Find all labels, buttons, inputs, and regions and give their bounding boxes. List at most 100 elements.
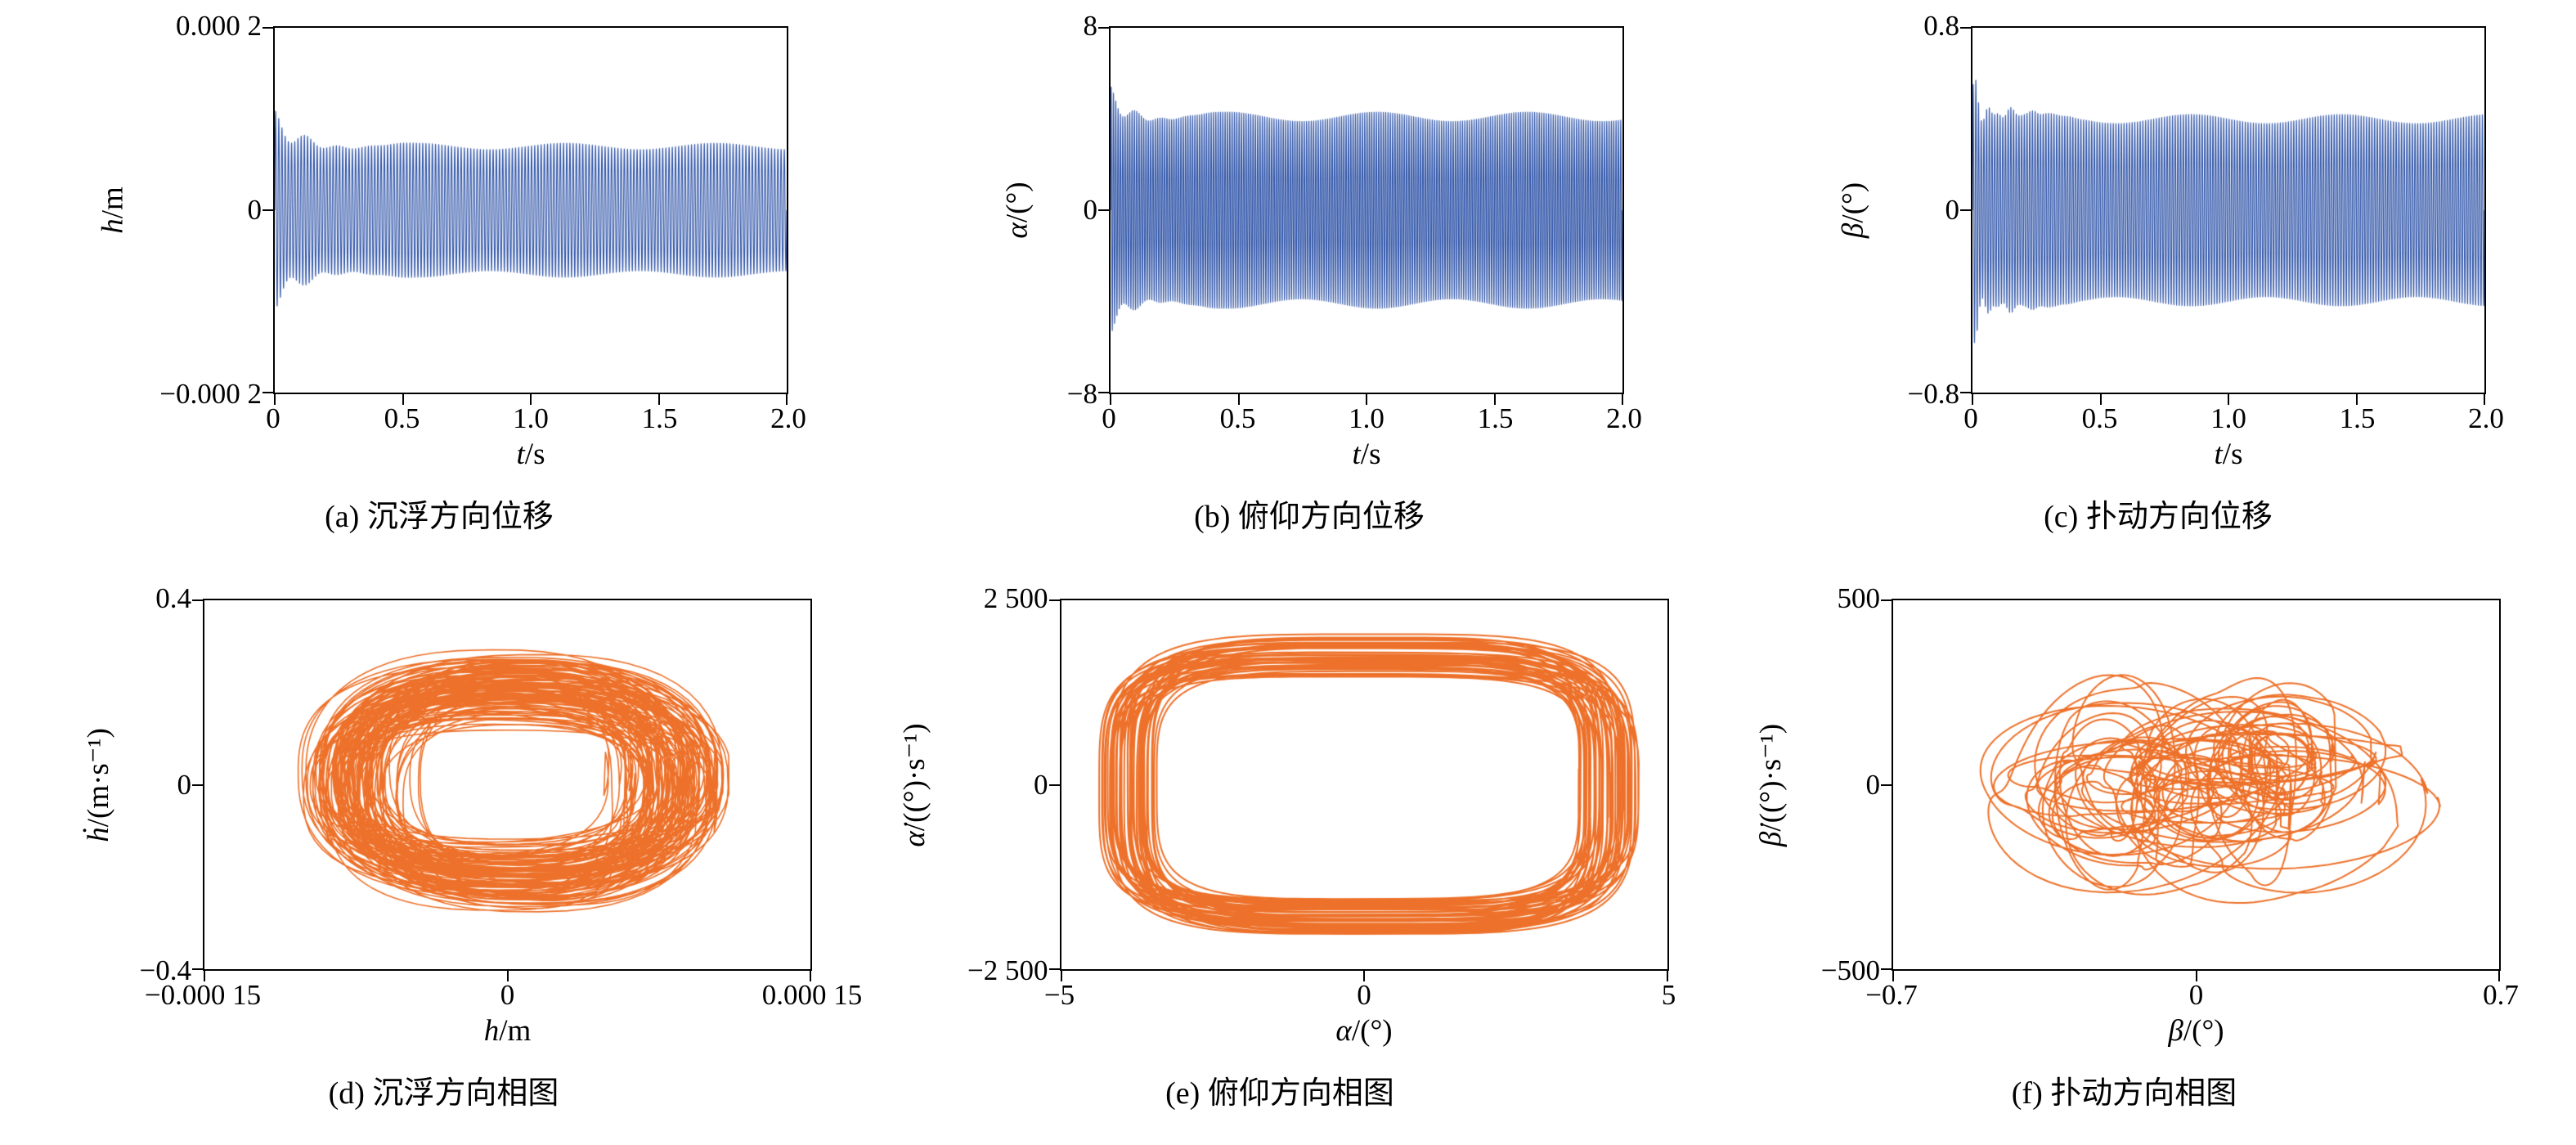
subplot-caption-e: (e) 俯仰方向相图 — [1165, 1076, 1394, 1111]
y-tick-label: 0 — [1034, 768, 1048, 801]
subplot-c: β/(°) 0.8 0 −0.8 0 0.5 1.0 1.5 2.0 t/s (… — [1830, 10, 2504, 537]
x-axis-label-e: α/(°) — [1060, 1010, 1669, 1057]
y-tick-labels-a: 0.000 2 0 −0.000 2 — [136, 10, 273, 410]
y-tick-mark — [1098, 27, 1109, 29]
x-tick-label: 1.5 — [2339, 402, 2376, 434]
ylabel-unit: /m — [96, 186, 130, 219]
x-tick-mark — [786, 394, 788, 405]
y-tick-labels-b: 8 0 −8 — [1040, 10, 1109, 410]
xlabel-unit: /s — [1360, 438, 1381, 471]
x-tick-label: 0 — [2188, 979, 2204, 1011]
xlabel-var: t — [516, 438, 525, 471]
y-axis-label-e: α̇/((°)·s⁻¹) — [891, 599, 937, 971]
subplot-a: h/m 0.000 2 0 −0.000 2 0 0.5 1.0 1.5 2.0… — [90, 10, 806, 537]
ylabel-var: α̇ — [897, 830, 931, 847]
xlabel-var: t — [2214, 438, 2223, 471]
y-tick-mark — [263, 392, 273, 393]
plot-area-d — [192, 599, 812, 981]
x-tick-labels-e: −5 0 5 — [1044, 971, 1676, 1011]
x-tick-mark — [2355, 394, 2358, 405]
x-tick-mark — [1493, 394, 1496, 405]
flap-phase-canvas — [1893, 600, 2499, 969]
plot-area-f — [1881, 599, 2501, 981]
y-tick-mark — [1048, 968, 1060, 970]
y-tick-labels-c: 0.8 0 −0.8 — [1876, 10, 1971, 410]
x-tick-mark — [1666, 971, 1668, 981]
xlabel-unit: /s — [524, 438, 545, 471]
x-tick-mark — [1237, 394, 1240, 405]
subplot-caption-d: (d) 沉浮方向相图 — [328, 1076, 559, 1111]
y-tick-mark — [1048, 784, 1060, 786]
subplot-caption-c: (c) 扑动方向位移 — [2044, 500, 2273, 534]
y-tick-label: −500 — [1820, 954, 1880, 986]
x-tick-mark — [530, 394, 532, 405]
xlabel-var: α — [1335, 1014, 1352, 1048]
heave-displacement-canvas — [275, 28, 787, 393]
x-tick-label: 2.0 — [770, 402, 806, 434]
y-axis-label-a: h/m — [90, 26, 136, 394]
y-tick-label: 500 — [1837, 582, 1881, 614]
x-tick-mark — [402, 394, 404, 405]
subplot-f: β̇/((°)·s⁻¹) 500 0 −500 −0.7 0 0.7 β/(°)… — [1748, 582, 2519, 1113]
y-tick-label: 8 — [1083, 10, 1098, 42]
x-tick-label: 1.0 — [513, 402, 549, 434]
y-tick-mark — [192, 599, 203, 601]
subplot-e: α̇/((°)·s⁻¹) 2 500 0 −2 500 −5 0 5 α/(°)… — [891, 582, 1676, 1113]
x-tick-mark — [204, 971, 205, 981]
y-tick-mark — [1048, 599, 1060, 601]
y-tick-mark — [1881, 599, 1892, 601]
y-tick-label: 0 — [247, 194, 263, 226]
y-axis-label-b: α/(°) — [994, 26, 1040, 394]
y-tick-label: 0 — [1865, 768, 1881, 801]
y-tick-label: −0.4 — [139, 954, 192, 986]
y-tick-mark — [1881, 784, 1892, 786]
y-tick-label: 2 500 — [983, 582, 1048, 614]
y-tick-labels-e: 2 500 0 −2 500 — [937, 582, 1060, 986]
y-axis-label-c: β/(°) — [1830, 26, 1876, 394]
time-series-row: h/m 0.000 2 0 −0.000 2 0 0.5 1.0 1.5 2.0… — [0, 0, 2576, 550]
y-axis-label-d: ḣ/(m·s⁻¹) — [75, 599, 121, 971]
x-tick-label: 1.5 — [641, 402, 678, 434]
y-tick-mark — [1098, 392, 1109, 393]
x-tick-mark — [2498, 971, 2500, 981]
x-tick-mark — [1892, 971, 1894, 981]
x-axis-label-b: t/s — [1109, 433, 1624, 481]
x-tick-mark — [1366, 394, 1367, 405]
flap-displacement-canvas — [1972, 28, 2484, 393]
y-tick-label: −0.000 2 — [159, 378, 262, 410]
x-tick-mark — [506, 971, 509, 981]
x-tick-label: 0.5 — [2081, 402, 2118, 434]
y-tick-label: 0.4 — [155, 582, 191, 614]
x-tick-label: 2.0 — [1606, 402, 1642, 434]
x-tick-label: 1.0 — [2210, 402, 2246, 434]
xlabel-unit: /s — [2222, 438, 2243, 471]
x-tick-label: 0 — [500, 979, 515, 1011]
x-tick-mark — [2099, 394, 2102, 405]
x-tick-mark — [657, 394, 660, 405]
y-tick-labels-f: 500 0 −500 — [1793, 582, 1892, 986]
x-tick-label: 0.7 — [2483, 979, 2519, 1011]
x-axis-label-d: h/m — [203, 1010, 812, 1057]
y-tick-label: 0 — [177, 768, 192, 801]
ylabel-unit: /(°) — [1836, 182, 1870, 223]
subplot-caption-b: (b) 俯仰方向位移 — [1194, 500, 1425, 534]
y-tick-labels-d: 0.4 0 −0.4 — [121, 582, 203, 986]
x-axis-label-a: t/s — [273, 433, 788, 481]
plot-area-b — [1098, 26, 1624, 405]
x-tick-mark — [1972, 394, 1973, 405]
y-tick-mark — [192, 784, 203, 786]
x-tick-mark — [810, 971, 811, 981]
y-tick-mark — [1098, 209, 1109, 211]
ylabel-unit: /((°)·s⁻¹) — [897, 722, 931, 831]
y-tick-label: 0 — [1945, 194, 1960, 226]
x-tick-labels-a: 0 0.5 1.0 1.5 2.0 — [266, 394, 806, 434]
x-axis-label-f: β/(°) — [1892, 1010, 2501, 1057]
x-tick-labels-c: 0 0.5 1.0 1.5 2.0 — [1963, 394, 2504, 434]
x-tick-label: −0.7 — [1865, 979, 1918, 1011]
subplot-caption-a: (a) 沉浮方向位移 — [325, 500, 554, 534]
y-axis-label-f: β̇/((°)·s⁻¹) — [1748, 599, 1793, 971]
x-tick-label: 0 — [1357, 979, 1371, 1011]
x-tick-label: 0.5 — [384, 402, 420, 434]
x-tick-label: 5 — [1661, 979, 1676, 1011]
ylabel-var: h — [96, 218, 130, 234]
